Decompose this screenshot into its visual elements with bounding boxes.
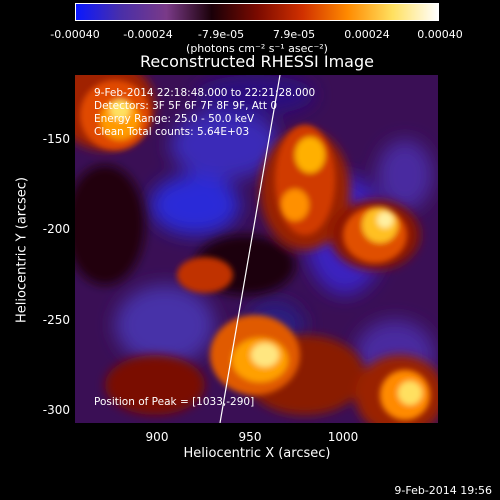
- rhessi-image: [75, 75, 438, 423]
- total-counts-label: Clean Total counts: 5.64E+03: [94, 126, 250, 138]
- y-axis-tick: -300: [42, 403, 70, 417]
- x-axis-tick: 900: [145, 430, 169, 444]
- colorbar-tick: 7.9e-05: [272, 28, 316, 41]
- x-axis-label: Heliocentric X (arcsec): [183, 446, 331, 461]
- colorbar-tick: -7.9e-05: [197, 28, 245, 41]
- y-axis-label: Heliocentric Y (arcsec): [14, 177, 30, 323]
- detectors-label: Detectors: 3F 5F 6F 7F 8F 9F, Att 0: [94, 100, 278, 112]
- energy-range-label: Energy Range: 25.0 - 50.0 keV: [94, 113, 255, 125]
- colorbar-units: (photons cm⁻² s⁻¹ asec⁻²): [186, 42, 328, 55]
- x-axis-tick: 950: [238, 430, 262, 444]
- peak-position-label: Position of Peak = [1033,-290]: [94, 396, 255, 408]
- time-range-label: 9-Feb-2014 22:18:48.000 to 22:21:28.000: [94, 87, 316, 99]
- x-axis-tick: 1000: [327, 430, 359, 444]
- colorbar: [75, 3, 439, 21]
- colorbar-tick: 0.00024: [344, 28, 390, 41]
- plot-title: Reconstructed RHESSI Image: [140, 52, 374, 71]
- y-axis-tick: -150: [42, 132, 70, 146]
- colorbar-tick: 0.00040: [417, 28, 463, 41]
- y-axis-tick: -200: [42, 222, 70, 236]
- rhessi-image-svg: [75, 75, 438, 423]
- footer-timestamp: 9-Feb-2014 19:56: [394, 484, 492, 497]
- y-axis-tick: -250: [42, 313, 70, 327]
- colorbar-tick: -0.00024: [123, 28, 173, 41]
- colorbar-tick: -0.00040: [50, 28, 100, 41]
